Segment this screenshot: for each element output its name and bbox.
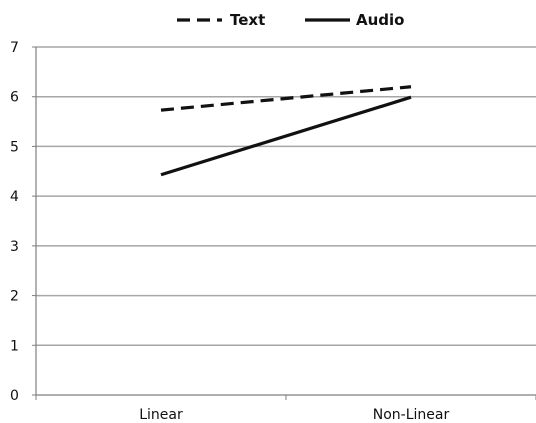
x-tick-label-non-linear: Non-Linear <box>373 407 450 423</box>
series-line-audio <box>160 95 412 177</box>
y-tick-label-3: 3 <box>10 239 19 255</box>
y-tick-label-0: 0 <box>10 388 19 404</box>
series-line-text <box>160 85 412 112</box>
gridlines <box>36 46 536 347</box>
y-tick-label-1: 1 <box>10 338 19 354</box>
series-lines <box>160 85 412 177</box>
legend: Text Audio <box>177 11 404 29</box>
legend-label-audio: Audio <box>356 11 404 29</box>
axes <box>32 46 536 400</box>
y-tick-label-7: 7 <box>10 40 19 56</box>
x-axis-tick-labels: Linear Non-Linear <box>139 407 449 423</box>
y-tick-label-2: 2 <box>10 289 19 305</box>
y-tick-label-6: 6 <box>10 90 19 106</box>
y-axis-tick-labels: 0 1 2 3 4 5 6 7 <box>10 40 19 404</box>
legend-label-text: Text <box>230 11 265 29</box>
y-tick-label-4: 4 <box>10 189 19 205</box>
y-tick-label-5: 5 <box>10 139 19 155</box>
x-tick-label-linear: Linear <box>139 407 183 423</box>
